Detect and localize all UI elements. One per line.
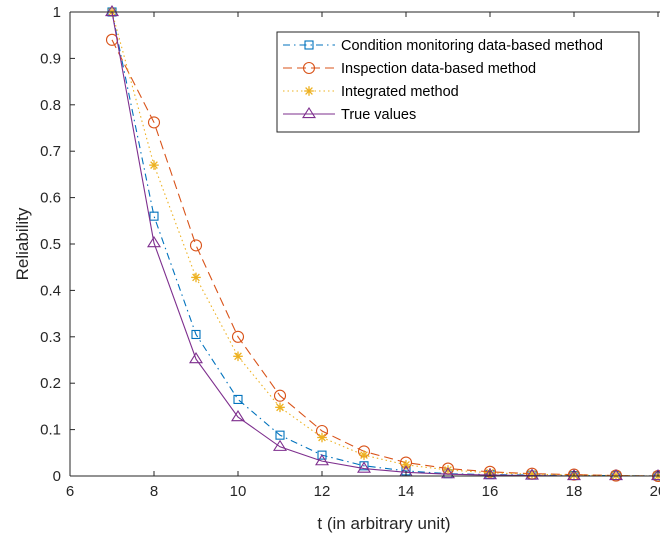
legend-label-3: True values — [341, 107, 416, 123]
series-3-point-3 — [231, 410, 245, 422]
series-2-point-2 — [191, 272, 201, 283]
legend-label-1: Inspection data-based method — [341, 61, 536, 77]
x-tick-label-3: 12 — [314, 483, 331, 500]
series-3-point-2 — [189, 352, 203, 364]
legend-marker-3 — [302, 106, 316, 119]
y-tick-label-9: 0.9 — [40, 50, 61, 67]
series-0-point-4 — [275, 430, 285, 440]
legend-entry-2: Integrated method — [283, 84, 459, 100]
y-tick-label-7: 0.7 — [40, 143, 61, 160]
series-1-point-1 — [147, 116, 161, 129]
y-tick-label-10: 1 — [53, 4, 61, 21]
legend-marker-1 — [302, 61, 316, 75]
series-3-point-6 — [357, 461, 371, 473]
series-2-point-3 — [233, 351, 243, 362]
legend: Condition monitoring data-based method In… — [276, 31, 640, 133]
series-3-point-4 — [273, 439, 287, 451]
y-tick-label-6: 0.6 — [40, 190, 61, 207]
legend-label-2: Integrated method — [341, 84, 459, 100]
series-2-point-4 — [275, 402, 285, 413]
y-tick-label-4: 0.4 — [40, 282, 61, 299]
series-1-point-4 — [273, 389, 287, 402]
y-tick-label-1: 0.1 — [40, 422, 61, 439]
legend-entry-3: True values — [283, 106, 416, 123]
series-3-point-11 — [567, 468, 581, 481]
axes-layer: 6 8 10 12 14 16 18 20 0 0.1 0.2 0.3 0.4 0.5 0.6 0.7 0.8 0… — [13, 4, 660, 533]
legend-entry-1: Inspection data-based method — [283, 61, 536, 77]
legend-box — [276, 31, 640, 133]
x-tick-label-0: 6 — [66, 483, 74, 500]
series-3-point-12 — [609, 468, 623, 481]
y-tick-label-2: 0.2 — [40, 375, 61, 392]
series-2-point-6 — [359, 450, 369, 460]
series-0-point-2 — [191, 329, 201, 340]
x-tick-label-1: 8 — [150, 483, 158, 500]
x-axis-title: t (in arbitrary unit) — [317, 514, 450, 533]
series-0-point-3 — [233, 394, 243, 404]
series-1-point-3 — [231, 330, 245, 343]
series-2-point-5 — [317, 432, 327, 443]
series-3-point-10 — [525, 468, 539, 480]
x-tick-label-7: 20 — [650, 483, 660, 500]
y-tick-label-5: 0.5 — [40, 236, 61, 253]
series-3-point-5 — [315, 454, 329, 466]
x-tick-label-2: 10 — [230, 483, 247, 500]
series-3-point-0 — [105, 4, 119, 17]
legend-marker-0 — [304, 40, 314, 50]
series-2-point-7 — [401, 460, 411, 470]
series-2-point-1 — [149, 160, 159, 170]
x-tick-label-5: 16 — [482, 483, 499, 500]
series-line-2 — [111, 11, 659, 477]
series-line-1 — [111, 39, 659, 477]
series-3-point-13 — [651, 468, 660, 481]
series-1-point-2 — [189, 239, 203, 252]
y-tick-label-0: 0 — [53, 468, 61, 485]
series-3-point-8 — [441, 467, 455, 479]
x-tick-label-6: 18 — [566, 483, 583, 500]
series-3-point-1 — [147, 236, 161, 248]
legend-label-0: Condition monitoring data-based method — [341, 38, 603, 54]
series-3-point-9 — [483, 468, 497, 480]
series-0-point-5 — [317, 450, 327, 460]
legend-marker-2 — [304, 86, 314, 96]
y-tick-label-8: 0.8 — [40, 97, 61, 114]
x-tick-label-4: 14 — [398, 483, 415, 500]
series-0-point-1 — [149, 211, 159, 221]
y-tick-label-3: 0.3 — [40, 329, 61, 346]
y-axis-title: Reliability — [13, 207, 32, 280]
legend-entry-0: Condition monitoring data-based method — [283, 38, 603, 54]
